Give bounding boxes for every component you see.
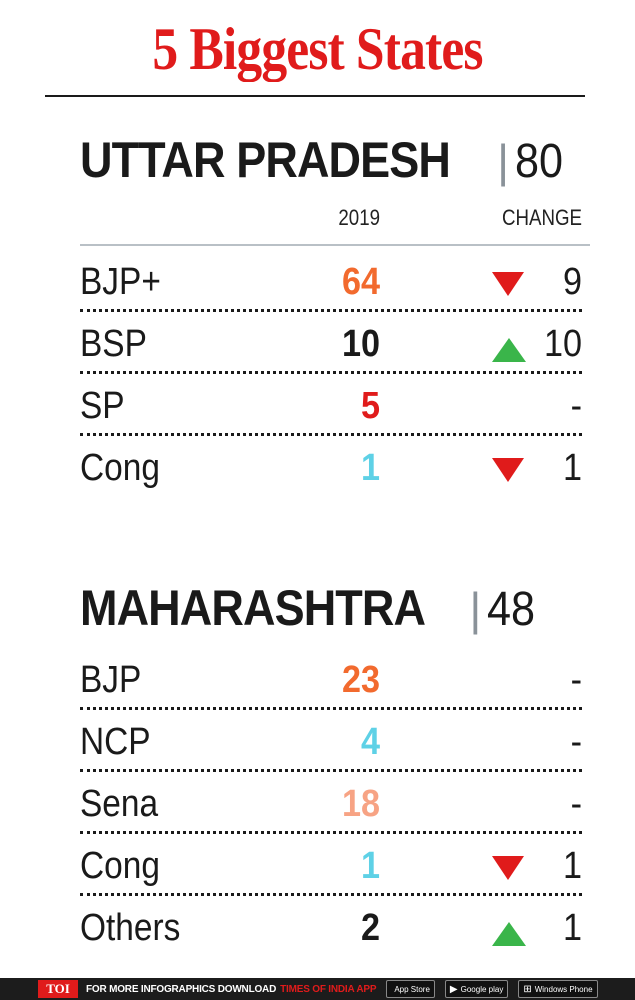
table-row: BJP 23 - <box>80 650 582 710</box>
footer-app-name: TIMES OF INDIA APP <box>280 983 377 995</box>
increase-arrow-icon <box>492 338 526 362</box>
party-name: Others <box>80 907 181 949</box>
decrease-arrow-icon <box>492 458 524 482</box>
seat-count: 4 <box>360 721 380 763</box>
table-row: Cong 1 1 <box>80 836 582 896</box>
decrease-arrow-icon <box>492 272 524 296</box>
seat-change: - <box>570 721 582 763</box>
row-divider <box>80 707 582 710</box>
seat-count: 2 <box>360 907 380 949</box>
seat-change: 9 <box>562 261 582 303</box>
party-name: NCP <box>80 721 151 763</box>
party-name: BJP <box>80 659 142 701</box>
table-row: SP 5 - <box>80 376 582 436</box>
row-divider <box>80 893 582 896</box>
google-play-badge[interactable]: ▶ Google play <box>444 980 509 998</box>
seat-change: 1 <box>562 845 582 887</box>
seat-count: 1 <box>360 845 380 887</box>
seat-count: 18 <box>341 783 380 825</box>
column-header-change: CHANGE <box>501 205 582 230</box>
seat-change: 10 <box>543 323 582 365</box>
header-divider <box>80 244 590 246</box>
badge-label: App Store <box>394 984 430 994</box>
table-row: BSP 10 10 <box>80 314 582 374</box>
badge-label: Windows Phone <box>534 984 593 994</box>
column-header-year: 2019 <box>338 205 380 230</box>
state-header-maharashtra: MAHARASHTRA | 48 <box>80 578 541 638</box>
row-divider <box>80 371 582 374</box>
party-name: Cong <box>80 845 160 887</box>
app-store-badge[interactable]: App Store <box>386 980 435 998</box>
seat-change: 1 <box>562 907 582 949</box>
windows-phone-badge[interactable]: ⊞ Windows Phone <box>518 980 598 998</box>
row-divider <box>80 309 582 312</box>
state-name: MAHARASHTRA <box>80 580 426 636</box>
seat-change: - <box>570 659 582 701</box>
table-row: Sena 18 - <box>80 774 582 834</box>
badge-label: Google play <box>460 984 504 994</box>
decrease-arrow-icon <box>492 856 524 880</box>
table-row: BJP+ 64 9 <box>80 252 582 312</box>
seat-change: - <box>570 385 582 427</box>
seat-count: 5 <box>360 385 380 427</box>
table-row: Others 2 1 <box>80 898 582 958</box>
party-name: SP <box>80 385 125 427</box>
page-title: 5 Biggest States <box>152 16 483 82</box>
title-divider <box>45 95 585 97</box>
seat-count: 23 <box>341 659 380 701</box>
table-row: Cong 1 1 <box>80 438 582 498</box>
party-name: BJP+ <box>80 261 161 303</box>
state-header-uttar-pradesh: UTTAR PRADESH | 80 <box>80 130 568 190</box>
toi-logo: TOI <box>38 980 78 998</box>
party-name: Cong <box>80 447 160 489</box>
row-divider <box>80 433 582 436</box>
seat-count: 10 <box>341 323 380 365</box>
party-name: Sena <box>80 783 159 825</box>
state-total-seats: 48 <box>487 583 536 636</box>
seat-change: - <box>570 783 582 825</box>
seat-count: 64 <box>341 261 380 303</box>
windows-icon: ⊞ <box>523 983 532 995</box>
table-row: NCP 4 - <box>80 712 582 772</box>
seat-count: 1 <box>360 447 380 489</box>
row-divider <box>80 769 582 772</box>
google-play-icon: ▶ <box>449 983 458 995</box>
row-divider <box>80 831 582 834</box>
state-name: UTTAR PRADESH <box>80 132 451 188</box>
seat-change: 1 <box>562 447 582 489</box>
party-name: BSP <box>80 323 147 365</box>
footer-text: FOR MORE INFOGRAPHICS DOWNLOAD <box>86 983 277 995</box>
state-total-seats: 80 <box>515 135 564 188</box>
footer-bar: TOI FOR MORE INFOGRAPHICS DOWNLOAD TIMES… <box>0 978 635 1000</box>
separator: | <box>469 583 482 635</box>
separator: | <box>497 135 510 187</box>
increase-arrow-icon <box>492 922 526 946</box>
